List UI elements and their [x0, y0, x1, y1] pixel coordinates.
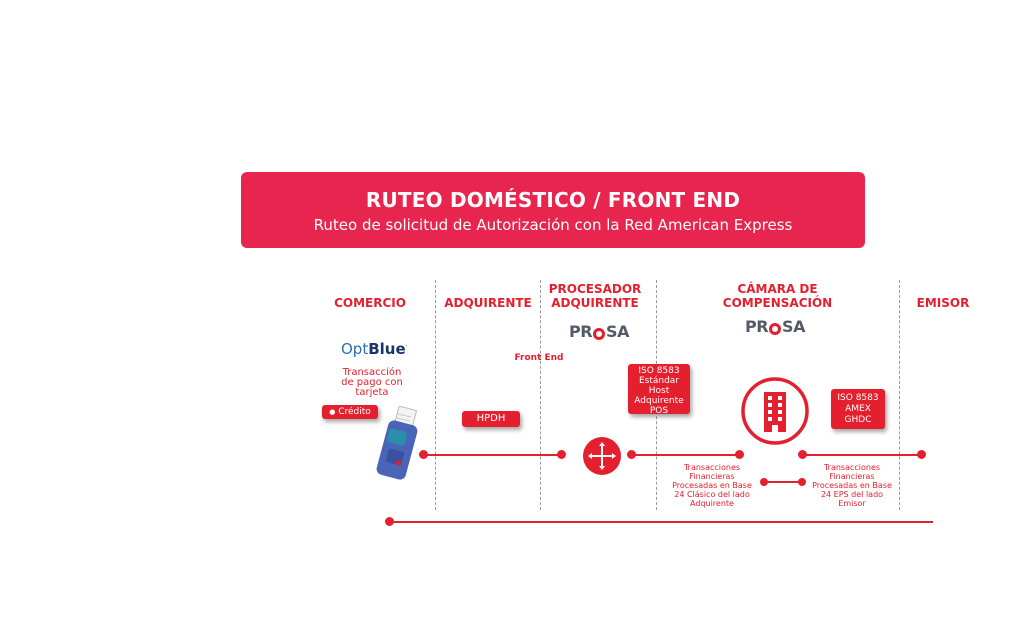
column-procesador: PROCESADOR ADQUIRENTE — [545, 282, 645, 310]
separator-1 — [435, 280, 436, 510]
arrows-cross-icon — [583, 437, 621, 475]
flow-line-1 — [424, 454, 562, 456]
column-camara-line2: COMPENSACIÓN — [722, 296, 833, 310]
credito-label: Crédito — [338, 407, 371, 417]
flow-line-2 — [630, 454, 740, 456]
column-procesador-line1: PROCESADOR — [548, 282, 642, 296]
bottom-line — [390, 521, 933, 523]
trans-acq-line1: Transacciones — [683, 463, 741, 472]
column-adquirente: ADQUIRENTE — [444, 296, 532, 310]
iso-host-line5: POS — [649, 406, 669, 416]
column-camara: CÁMARA DE COMPENSACIÓN — [715, 282, 840, 310]
prosa-logo-left: PR — [745, 317, 769, 336]
iso-host-tag: ISO 8583 Estándar Host Adquirente POS — [628, 364, 690, 416]
separator-2 — [540, 280, 541, 510]
transaccion-label: Transacción de pago con tarjeta — [334, 368, 410, 398]
connector-line — [764, 481, 802, 483]
connector-dot — [760, 478, 768, 486]
optblue-bold: Blue — [368, 340, 406, 358]
connector-dot — [798, 478, 806, 486]
prosa-logo-2: PR SA — [745, 317, 805, 336]
iso-amex-line3: GHDC — [844, 415, 872, 425]
separator-4 — [899, 280, 900, 510]
iso-host-line3: Host — [648, 386, 670, 396]
transaccion-line2: de pago con — [341, 377, 403, 388]
iso-amex-tag: ISO 8583 AMEX GHDC — [831, 389, 885, 429]
trans-acq-line2: Financieras — [689, 472, 735, 481]
credito-tag: ● Crédito — [322, 405, 378, 419]
bottom-line-dot — [385, 517, 394, 526]
column-comercio: COMERCIO — [334, 296, 406, 310]
trans-em-line1: Transacciones — [823, 463, 881, 472]
prosa-logo-left: PR — [569, 322, 593, 341]
banner-title: RUTEO DOMÉSTICO / FRONT END — [365, 188, 741, 212]
transaccion-line1: Transacción — [342, 367, 402, 378]
flow-line-3 — [802, 454, 922, 456]
flow-dot — [917, 450, 926, 459]
column-camara-line1: CÁMARA DE — [737, 282, 818, 296]
prosa-logo-1: PR SA — [569, 322, 629, 341]
pos-terminal-icon — [376, 406, 418, 480]
header-banner: RUTEO DOMÉSTICO / FRONT END Ruteo de sol… — [241, 172, 865, 248]
transacciones-emisor-label: Transacciones Financieras Procesadas en … — [808, 463, 896, 508]
building-icon — [741, 377, 809, 445]
iso-amex-line1: ISO 8583 — [837, 393, 879, 403]
trans-acq-line4: 24 Clásico del lado — [674, 490, 750, 499]
prosa-logo-right: SA — [606, 322, 629, 341]
iso-amex-line2: AMEX — [845, 404, 871, 414]
flow-dot — [419, 450, 428, 459]
flow-dot — [735, 450, 744, 459]
trans-em-line4: 24 EPS del lado — [820, 490, 884, 499]
trans-em-line3: Procesadas en Base — [812, 481, 892, 490]
trans-em-line5: Emisor — [838, 499, 866, 508]
column-emisor: EMISOR — [916, 296, 970, 310]
column-procesador-line2: ADQUIRENTE — [551, 296, 639, 310]
optblue-light: Opt — [341, 340, 369, 358]
transacciones-adquirente-label: Transacciones Financieras Procesadas en … — [668, 463, 756, 508]
prosa-logo-right: SA — [782, 317, 805, 336]
trans-acq-line3: Procesadas en Base — [672, 481, 752, 490]
trans-acq-line5: Adquirente — [690, 499, 734, 508]
optblue-logo: OptBlue· — [341, 340, 408, 358]
iso-host-line4: Adquirente — [634, 396, 684, 406]
flow-dot — [627, 450, 636, 459]
hpdh-tag: HPDH — [462, 411, 520, 427]
trans-em-line2: Financieras — [829, 472, 875, 481]
front-end-label: Front End — [514, 353, 564, 363]
banner-subtitle: Ruteo de solicitud de Autorización con l… — [313, 216, 793, 234]
iso-host-line2: Estándar — [638, 376, 680, 386]
flow-dot — [798, 450, 807, 459]
transaccion-line3: tarjeta — [355, 387, 389, 398]
flow-dot — [557, 450, 566, 459]
iso-host-line1: ISO 8583 — [638, 366, 680, 376]
